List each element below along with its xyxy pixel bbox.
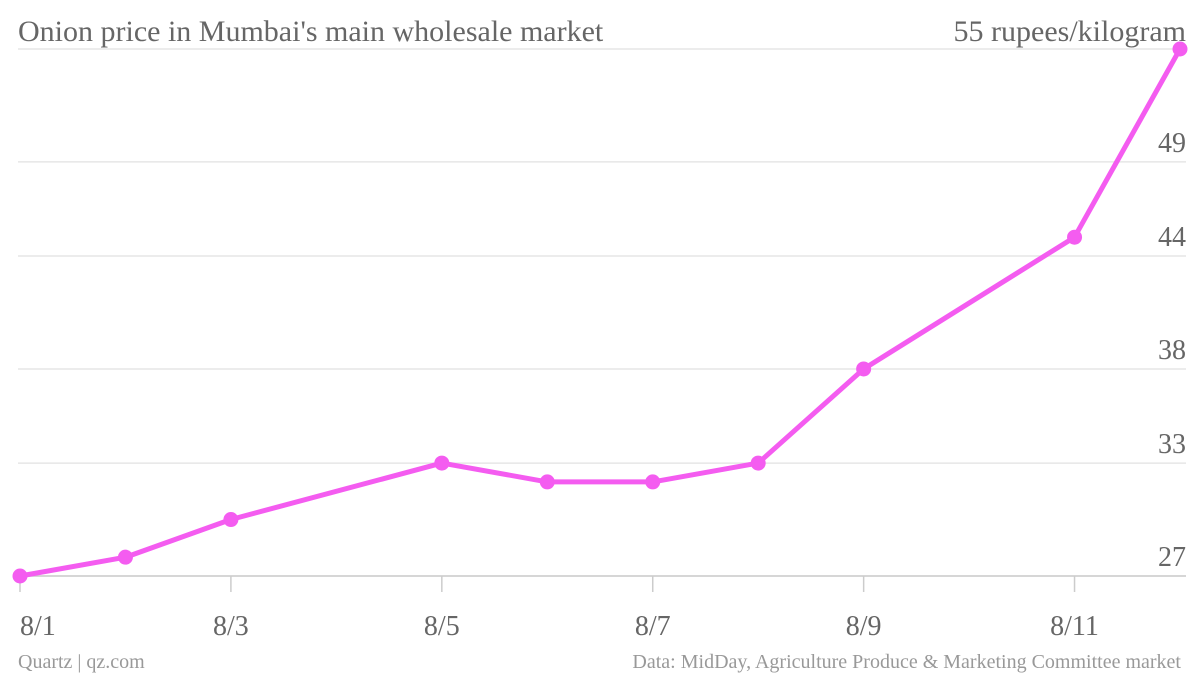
data-point-8-6 [539,474,555,490]
data-point-8-1 [12,568,28,584]
x-tick-label-8-5: 8/5 [424,611,460,642]
y-tick-label-38: 38 [1158,335,1186,366]
data-point-8-3 [223,512,239,528]
data-point-8-7 [645,474,661,490]
data-point-8-11 [1067,229,1083,245]
series-line-onion-price [17,46,1183,579]
y-axis-ticks: 27 33 38 44 49 [1158,128,1186,573]
x-axis-ticks: 8/1 8/3 8/5 8/7 8/9 8/11 [19,576,1099,642]
data-point-8-8 [750,455,766,471]
x-tick-label-8-9: 8/9 [846,611,882,642]
y-tick-label-44: 44 [1158,222,1186,253]
y-tick-label-27: 27 [1158,542,1186,573]
source-text: Data: MidDay, Agriculture Produce & Mark… [632,651,1181,673]
chart-title: Onion price in Mumbai's main wholesale m… [18,15,604,48]
x-tick-label-8-1: 8/1 [20,611,56,642]
data-point-8-2 [117,549,133,565]
credit-text: Quartz | qz.com [18,651,145,673]
data-point-8-9 [856,361,872,377]
x-tick-label-8-7: 8/7 [635,611,671,642]
y-tick-label-33: 33 [1158,429,1186,460]
y-axis-label: 55 rupees/kilogram [954,15,1186,48]
x-tick-label-8-3: 8/3 [213,611,249,642]
y-tick-label-49: 49 [1158,128,1186,159]
data-point-8-12 [1172,41,1188,57]
data-points [12,41,1188,584]
x-tick-label-8-11: 8/11 [1050,611,1099,642]
data-point-8-5 [434,455,450,471]
gridlines [18,48,1186,577]
